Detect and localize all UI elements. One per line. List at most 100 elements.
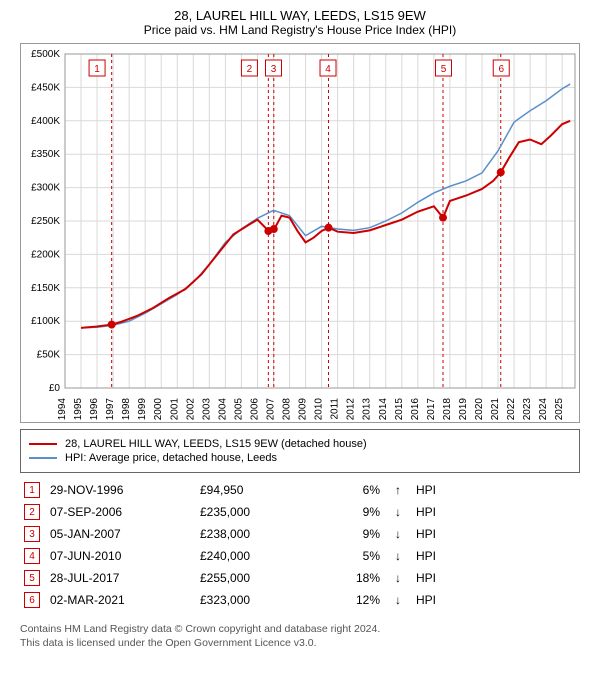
- svg-text:£300K: £300K: [31, 183, 60, 194]
- svg-text:4: 4: [325, 64, 331, 75]
- svg-text:6: 6: [498, 64, 504, 75]
- svg-text:£100K: £100K: [31, 316, 60, 327]
- legend-label: HPI: Average price, detached house, Leed…: [65, 452, 277, 464]
- svg-text:1999: 1999: [137, 398, 148, 421]
- arrow-icon: ↓: [390, 593, 406, 607]
- svg-text:2001: 2001: [169, 398, 180, 421]
- arrow-icon: ↑: [390, 483, 406, 497]
- txn-pct: 12%: [320, 593, 380, 607]
- svg-text:2011: 2011: [330, 398, 341, 420]
- legend-swatch: [29, 443, 57, 445]
- svg-text:2014: 2014: [378, 398, 389, 421]
- svg-text:£200K: £200K: [31, 249, 60, 260]
- txn-hpi-label: HPI: [416, 571, 456, 585]
- footer-line1: Contains HM Land Registry data © Crown c…: [20, 623, 580, 637]
- arrow-icon: ↓: [390, 527, 406, 541]
- svg-text:2025: 2025: [554, 398, 565, 421]
- txn-marker: 1: [24, 482, 40, 498]
- txn-date: 05-JAN-2007: [50, 527, 190, 541]
- svg-text:2016: 2016: [410, 398, 421, 421]
- txn-marker: 4: [24, 548, 40, 564]
- svg-text:2012: 2012: [346, 398, 357, 421]
- table-row: 5 28-JUL-2017 £255,000 18% ↓ HPI: [20, 567, 580, 589]
- svg-text:2: 2: [247, 64, 253, 75]
- svg-text:2023: 2023: [522, 398, 533, 421]
- svg-text:1997: 1997: [105, 398, 116, 421]
- chart-title-block: 28, LAUREL HILL WAY, LEEDS, LS15 9EW Pri…: [10, 8, 590, 37]
- svg-text:£500K: £500K: [31, 49, 60, 60]
- txn-marker: 2: [24, 504, 40, 520]
- svg-text:2010: 2010: [314, 398, 325, 421]
- svg-text:£0: £0: [49, 383, 61, 394]
- svg-text:2002: 2002: [185, 398, 196, 421]
- txn-date: 28-JUL-2017: [50, 571, 190, 585]
- svg-text:2006: 2006: [249, 398, 260, 421]
- txn-price: £255,000: [200, 571, 310, 585]
- svg-text:1994: 1994: [57, 398, 68, 421]
- arrow-icon: ↓: [390, 505, 406, 519]
- legend-swatch: [29, 457, 57, 459]
- title-line2: Price paid vs. HM Land Registry's House …: [10, 23, 590, 37]
- svg-text:2015: 2015: [394, 398, 405, 421]
- txn-price: £323,000: [200, 593, 310, 607]
- svg-text:2009: 2009: [298, 398, 309, 421]
- svg-text:£450K: £450K: [31, 82, 60, 93]
- svg-text:2019: 2019: [458, 398, 469, 421]
- txn-date: 07-SEP-2006: [50, 505, 190, 519]
- txn-pct: 9%: [320, 527, 380, 541]
- svg-text:2000: 2000: [153, 398, 164, 421]
- arrow-icon: ↓: [390, 571, 406, 585]
- legend-item: HPI: Average price, detached house, Leed…: [29, 452, 571, 464]
- table-row: 407-JUN-2010£240,0005%↓HPI: [20, 545, 580, 567]
- svg-text:2005: 2005: [233, 398, 244, 421]
- svg-text:£150K: £150K: [31, 283, 60, 294]
- svg-text:2020: 2020: [474, 398, 485, 421]
- txn-marker: 5: [24, 570, 40, 586]
- svg-text:2017: 2017: [426, 398, 437, 421]
- txn-pct: 5%: [320, 549, 380, 563]
- txn-price: £235,000: [200, 505, 310, 519]
- svg-text:2021: 2021: [490, 398, 501, 421]
- svg-text:£250K: £250K: [31, 216, 60, 227]
- legend: 28, LAUREL HILL WAY, LEEDS, LS15 9EW (de…: [20, 429, 580, 473]
- svg-text:1: 1: [94, 64, 100, 75]
- footer-line2: This data is licensed under the Open Gov…: [20, 637, 580, 651]
- svg-text:2003: 2003: [201, 398, 212, 421]
- svg-text:2022: 2022: [506, 398, 517, 421]
- txn-date: 29-NOV-1996: [50, 483, 190, 497]
- txn-price: £238,000: [200, 527, 310, 541]
- legend-label: 28, LAUREL HILL WAY, LEEDS, LS15 9EW (de…: [65, 438, 367, 450]
- txn-pct: 9%: [320, 505, 380, 519]
- svg-text:3: 3: [271, 64, 277, 75]
- chart: £0£50K£100K£150K£200K£250K£300K£350K£400…: [20, 43, 580, 423]
- txn-hpi-label: HPI: [416, 505, 456, 519]
- txn-date: 07-JUN-2010: [50, 549, 190, 563]
- page-container: 28, LAUREL HILL WAY, LEEDS, LS15 9EW Pri…: [0, 0, 600, 658]
- txn-pct: 6%: [320, 483, 380, 497]
- txn-marker: 3: [24, 526, 40, 542]
- txn-hpi-label: HPI: [416, 483, 456, 497]
- svg-text:2008: 2008: [282, 398, 293, 421]
- svg-text:£350K: £350K: [31, 149, 60, 160]
- svg-text:1996: 1996: [89, 398, 100, 421]
- svg-text:1995: 1995: [73, 398, 84, 421]
- txn-pct: 18%: [320, 571, 380, 585]
- footer: Contains HM Land Registry data © Crown c…: [20, 623, 580, 650]
- txn-hpi-label: HPI: [416, 527, 456, 541]
- svg-text:5: 5: [441, 64, 447, 75]
- svg-text:2018: 2018: [442, 398, 453, 421]
- svg-text:1998: 1998: [121, 398, 132, 421]
- table-row: 3 05-JAN-2007 £238,000 9% ↓ HPI: [20, 523, 580, 545]
- txn-price: £94,950: [200, 483, 310, 497]
- table-row: 602-MAR-2021£323,00012%↓HPI: [20, 589, 580, 611]
- txn-price: £240,000: [200, 549, 310, 563]
- txn-date: 02-MAR-2021: [50, 593, 190, 607]
- svg-text:2007: 2007: [265, 398, 276, 421]
- table-row: 1 29-NOV-1996 £94,950 6% ↑ HPI: [20, 479, 580, 501]
- title-line1: 28, LAUREL HILL WAY, LEEDS, LS15 9EW: [10, 8, 590, 23]
- txn-hpi-label: HPI: [416, 549, 456, 563]
- table-row: 2 07-SEP-2006 £235,000 9% ↓ HPI: [20, 501, 580, 523]
- legend-item: 28, LAUREL HILL WAY, LEEDS, LS15 9EW (de…: [29, 438, 571, 450]
- svg-text:£400K: £400K: [31, 116, 60, 127]
- svg-text:2024: 2024: [538, 398, 549, 421]
